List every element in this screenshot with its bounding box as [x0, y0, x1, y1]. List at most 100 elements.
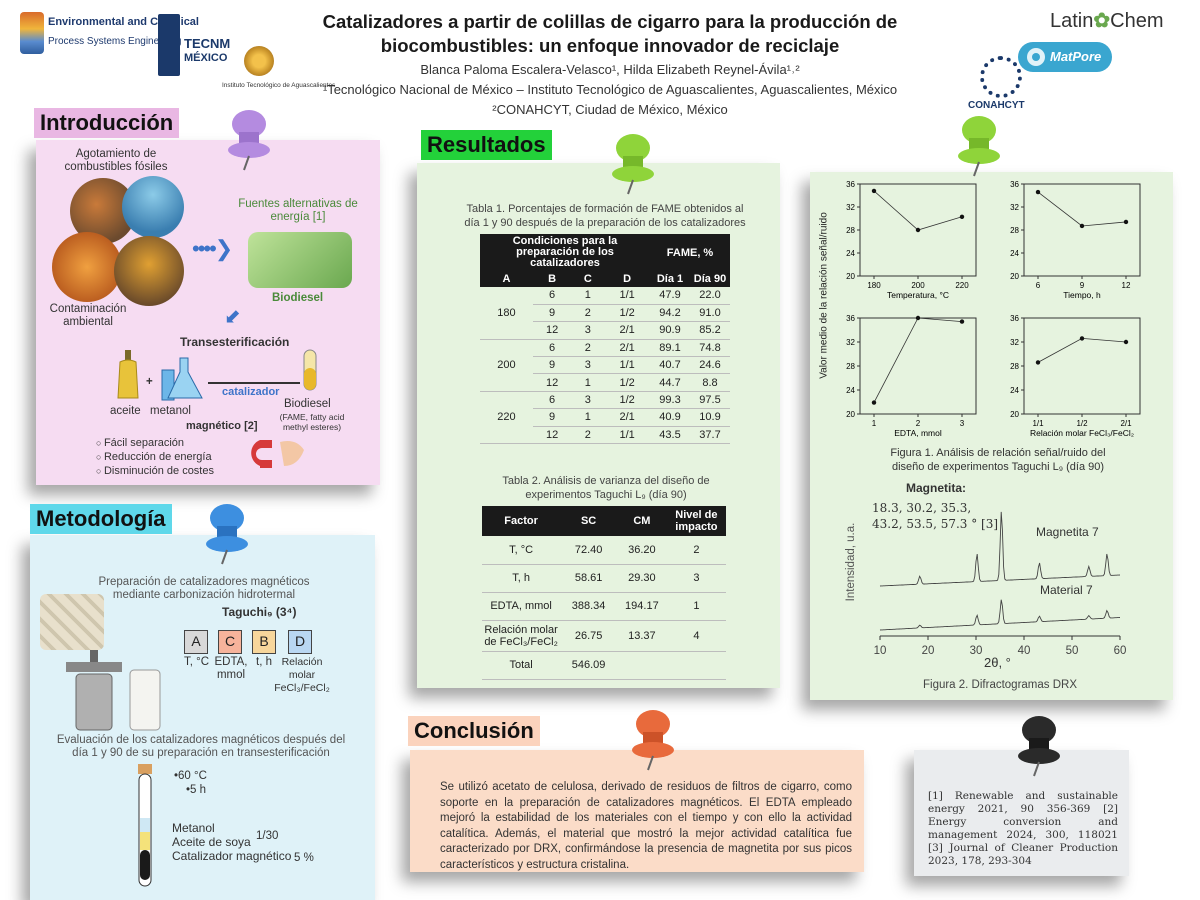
- table-row: 9 3 1/1 40.7 24.6: [480, 356, 730, 375]
- reaction-arrow: [208, 382, 300, 384]
- x-tick-label: 6: [1036, 281, 1041, 290]
- table-cell: 91.0: [690, 304, 730, 323]
- conclusion-text: Se utilizó acetato de celulosa, derivado…: [440, 781, 852, 871]
- figure2-caption: Figura 2. Difractogramas DRX: [922, 679, 1078, 691]
- matpore-icon: [1027, 48, 1045, 66]
- leaf-icon: ✿: [1093, 10, 1111, 32]
- table-cell: 2/1: [604, 321, 650, 340]
- y-tick-label: 28: [1010, 226, 1019, 235]
- x-axis-label: Relación molar FeCl₃/FeCl₂: [1030, 428, 1134, 438]
- table-cell: 2/1: [604, 339, 650, 358]
- metanol-label: metanol: [150, 405, 191, 417]
- chart-edta: 20 24 28 32 36 1 2 3 EDTA, mmol: [846, 314, 977, 438]
- table-row: Relación molar de FeCl₃/FeCl₂ 26.75 13.37 4: [482, 620, 726, 652]
- table-cell: 194.17: [617, 592, 667, 621]
- t2-col-factor: Factor: [482, 506, 561, 536]
- aceite-soya-label: Aceite de soya: [172, 835, 251, 849]
- table-row: T, °C 72.40 36.20 2: [482, 536, 726, 565]
- ita-seal-icon: [244, 46, 274, 76]
- data-point: [1079, 223, 1085, 229]
- table-cell: 40.7: [650, 356, 690, 375]
- conahcyt-dots-icon: [980, 56, 1022, 98]
- intro-bullets: Fácil separación Reducción de energía Di…: [96, 436, 214, 478]
- y-tick-label: 20: [846, 410, 855, 419]
- table-cell: 47.9: [650, 287, 690, 305]
- arrow-right-icon: ••••❯: [192, 236, 233, 261]
- metodologia-title: Metodología: [30, 504, 172, 534]
- table-cell: 89.1: [650, 339, 690, 358]
- table-cell: 2: [666, 536, 726, 565]
- table-cell: 8.8: [690, 373, 730, 392]
- transest-label: Transesterificación: [180, 335, 290, 349]
- plot-frame: [1023, 183, 1141, 277]
- xrd-series1: Magnetita 7: [1036, 525, 1099, 539]
- y-tick-label: 36: [1010, 314, 1019, 323]
- table-cell: 2: [571, 426, 605, 445]
- logo-icon: [20, 12, 44, 54]
- table-cell: 94.2: [650, 304, 690, 323]
- magnetico-label: magnético [2]: [186, 420, 258, 432]
- table-cell: 26.75: [560, 620, 618, 652]
- table-cell: T, h: [482, 564, 561, 593]
- x-axis-label: Tiempo, h: [1063, 290, 1101, 300]
- y-tick-label: 32: [1010, 338, 1019, 347]
- table-cell: 3: [571, 321, 605, 340]
- x-tick-label: 200: [911, 281, 925, 290]
- y-tick-label: 24: [1010, 249, 1019, 258]
- table-cell: 37.7: [690, 426, 730, 445]
- series-line: [873, 317, 963, 403]
- table2-caption: Tabla 2. Análisis de varianza del diseño…: [502, 475, 710, 501]
- series-line: [1037, 337, 1127, 363]
- table-cell: 3: [571, 356, 605, 375]
- resultados-title: Resultados: [421, 130, 552, 160]
- table-cell: 3: [571, 391, 605, 410]
- tecnm-shield-icon: [158, 14, 180, 76]
- t1-col-b: B: [532, 271, 572, 287]
- table-cell: 13.37: [617, 620, 667, 652]
- data-point: [1123, 339, 1129, 345]
- t1-header-conditions: Condiciones para la preparación de los c…: [480, 234, 650, 271]
- table-cell: 6: [532, 287, 572, 305]
- percent-label: 5 %: [294, 852, 314, 864]
- x-tick-label: 220: [955, 281, 969, 290]
- y-tick-label: 20: [1010, 272, 1019, 281]
- table-row: 180 6 1 1/1 47.9 22.0: [480, 287, 730, 340]
- fame-label: (FAME, fatty acid methyl esteres): [279, 412, 345, 432]
- xrd-ylabel: Intensidad, u.a.: [845, 522, 857, 602]
- table-cell: 99.3: [650, 391, 690, 410]
- table-cell: 24.6: [690, 356, 730, 375]
- xrd-series2: Material 7: [1040, 583, 1093, 597]
- table-cell: 12: [532, 321, 572, 340]
- xrd-trace-magnetita: [879, 511, 1121, 587]
- xrd-trace-material: [879, 599, 1121, 631]
- biodiesel2-label: Biodiesel: [284, 398, 331, 410]
- table-cell: 12: [532, 426, 572, 445]
- oil-rig-image: [122, 176, 184, 238]
- table-cell: [666, 651, 726, 680]
- t2-col-sc: SC: [560, 506, 618, 536]
- x-tick-label: 2: [916, 419, 921, 428]
- table-cell-a: 220: [480, 391, 533, 445]
- table-cell: 85.2: [690, 321, 730, 340]
- table-cell: 10.9: [690, 408, 730, 427]
- table-cell: 44.7: [650, 373, 690, 392]
- y-tick-label: 32: [1010, 203, 1019, 212]
- table-cell: Relación molar de FeCl₃/FeCl₂: [482, 620, 561, 652]
- table-cell: Total: [482, 651, 561, 680]
- table-cell: 43.5: [650, 426, 690, 445]
- intro-title: Introducción: [34, 108, 180, 138]
- x-tick-label: 12: [1122, 281, 1131, 290]
- table-cell: 4: [666, 620, 726, 652]
- x-tick-label: 2/1: [1120, 419, 1132, 428]
- xrd-x-tick-label: 60: [1114, 645, 1127, 657]
- pushpin-green-icon: [958, 116, 1000, 177]
- bullet-item: Fácil separación: [96, 436, 214, 450]
- table-row: 9 2 1/2 94.2 91.0: [480, 304, 730, 323]
- reaction-tube-icon: [138, 764, 152, 887]
- table-cell: 2/1: [604, 408, 650, 427]
- t1-header-fame: FAME, %: [650, 234, 730, 271]
- table-row: 12 2 1/1 43.5 37.7: [480, 426, 730, 445]
- table-cell: 1: [571, 287, 605, 305]
- eval-text: Evaluación de los catalizadores magnétic…: [56, 734, 346, 759]
- data-point: [915, 227, 921, 233]
